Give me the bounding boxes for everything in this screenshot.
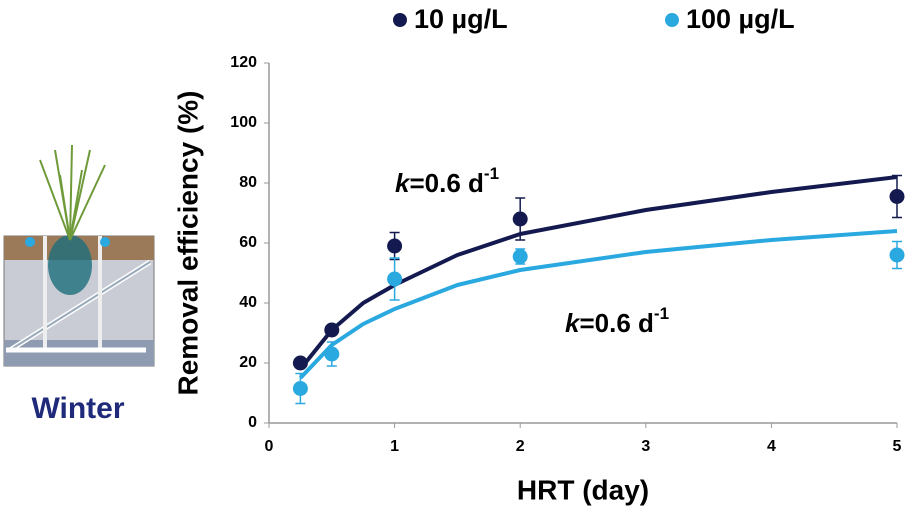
x-tick-label: 0 [265, 438, 274, 455]
annotation-text: =0.6 d [409, 168, 483, 198]
x-tick-label: 1 [390, 438, 399, 455]
x-tick-label: 4 [767, 438, 776, 455]
fit-curve [298, 229, 898, 380]
y-tick-label: 80 [239, 174, 257, 191]
y-tick-label: 40 [239, 294, 257, 311]
legend-marker [665, 13, 679, 27]
x-tick-label: 3 [641, 438, 650, 455]
annotation-text: =0.6 d [579, 308, 653, 338]
data-point [324, 346, 340, 362]
fit-curve [298, 175, 898, 371]
data-point [324, 322, 340, 338]
data-point [292, 355, 308, 371]
data-point [387, 238, 403, 254]
annotation-superscript: -1 [654, 304, 669, 323]
annotation: k=0.6 d-1 [395, 164, 499, 197]
legend-label: 10 µg/L [414, 4, 508, 34]
y-tick-label: 20 [239, 354, 257, 371]
legend-label: 100 µg/L [686, 4, 795, 34]
data-point [292, 381, 308, 396]
annotation-symbol: k [565, 308, 581, 338]
data-point [889, 189, 905, 204]
annotation-superscript: -1 [484, 164, 499, 183]
annotation-symbol: k [395, 168, 411, 198]
data-point [512, 249, 528, 264]
data-point [889, 247, 905, 263]
y-tick-label: 60 [239, 234, 257, 251]
x-axis-label: HRT (day) [517, 474, 649, 505]
y-tick-label: 0 [248, 414, 257, 431]
x-tick-label: 5 [893, 438, 902, 455]
data-point [387, 271, 403, 287]
panel-label: Winter [31, 392, 124, 425]
y-axis-label: Removal efficiency (%) [172, 91, 203, 396]
annotation: k=0.6 d-1 [565, 304, 669, 337]
data-point [512, 211, 528, 227]
wetland-illustration [3, 144, 155, 367]
y-tick-label: 100 [230, 114, 257, 131]
legend-marker [393, 13, 407, 27]
y-tick-label: 120 [230, 54, 257, 71]
x-tick-label: 2 [516, 438, 525, 455]
